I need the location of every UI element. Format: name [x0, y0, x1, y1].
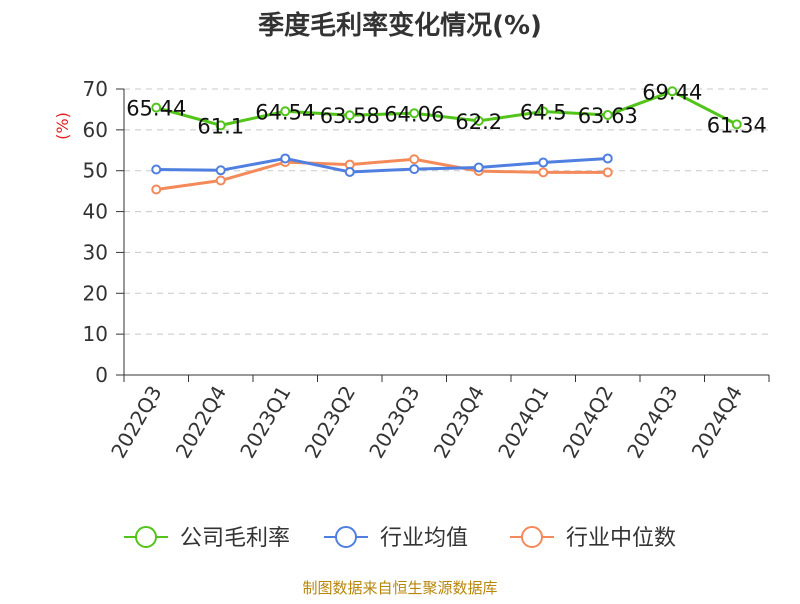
- data-point: [667, 86, 678, 97]
- data-point: [344, 110, 355, 121]
- data-point: [409, 154, 420, 165]
- data-point: [215, 165, 226, 176]
- legend-label: 行业中位数: [566, 526, 676, 551]
- data-point: [538, 167, 549, 178]
- data-label: 69.44: [642, 80, 702, 104]
- data-label: 63.63: [578, 104, 638, 128]
- legend: 公司毛利率 行业均值 行业中位数: [124, 526, 676, 551]
- data-labels: 65.44 61.1 64.54 63.58 64.06 62.2 64.5 63.6369.…: [126, 80, 767, 138]
- y-tick-label: 60: [83, 118, 108, 142]
- data-label: 64.06: [384, 102, 444, 126]
- data-label: 64.54: [255, 100, 315, 124]
- data-point: [602, 167, 613, 178]
- data-label: 63.58: [320, 104, 380, 128]
- legend-swatch-marker: [521, 526, 543, 548]
- legend-label: 行业均值: [380, 526, 468, 551]
- legend-label: 公司毛利率: [180, 526, 290, 551]
- legend-item[interactable]: 行业均值: [324, 526, 468, 551]
- series-group: [151, 86, 742, 195]
- data-point: [473, 115, 484, 126]
- data-point: [344, 166, 355, 177]
- series-line: [156, 156, 608, 174]
- data-label: 65.44: [126, 97, 186, 121]
- x-tick-label: 2023Q1: [235, 382, 295, 463]
- legend-item[interactable]: 行业中位数: [510, 526, 676, 551]
- data-point: [602, 153, 613, 164]
- chart-title: 季度毛利率变化情况(%): [258, 10, 542, 41]
- x-tick-label: 2024Q3: [622, 382, 682, 463]
- data-point: [215, 120, 226, 131]
- data-label: 62.2: [455, 110, 502, 134]
- x-tick-label: 2022Q3: [106, 382, 166, 463]
- y-tick-label: 10: [83, 322, 108, 346]
- x-tick-label: 2024Q2: [558, 382, 618, 463]
- data-point: [280, 106, 291, 117]
- data-point: [151, 102, 162, 113]
- legend-swatch-marker: [335, 526, 357, 548]
- y-tick-label: 0: [95, 363, 108, 387]
- y-axis-label: (%): [53, 112, 72, 140]
- y-tick-label: 20: [83, 281, 108, 305]
- data-label: 61.34: [707, 113, 767, 137]
- x-tick-label: 2023Q4: [429, 382, 489, 463]
- legend-item[interactable]: 公司毛利率: [124, 526, 290, 551]
- x-tick-label: 2024Q1: [493, 382, 553, 463]
- data-label: 61.1: [197, 114, 244, 138]
- x-tick-label: 2024Q4: [687, 382, 747, 463]
- data-label: 64.5: [520, 100, 567, 124]
- y-tick-label: 30: [83, 240, 108, 264]
- x-tick-label: 2022Q4: [171, 382, 231, 463]
- data-point: [538, 106, 549, 117]
- data-point: [280, 153, 291, 164]
- data-point: [602, 110, 613, 121]
- series-line: [156, 157, 608, 191]
- data-point: [409, 108, 420, 119]
- x-tick-label: 2023Q2: [300, 382, 360, 463]
- grid-lines: [124, 88, 769, 335]
- data-point: [215, 175, 226, 186]
- x-tick-label: 2023Q3: [364, 382, 424, 463]
- y-tick-label: 40: [83, 200, 108, 224]
- data-point: [731, 119, 742, 130]
- y-tick-label: 70: [83, 77, 108, 101]
- data-point: [151, 184, 162, 195]
- data-point: [538, 157, 549, 168]
- legend-swatch-marker: [135, 526, 157, 548]
- data-point: [151, 164, 162, 175]
- series-line: [155, 89, 738, 127]
- y-tick-label: 50: [83, 159, 108, 183]
- source-note: 制图数据来自恒生聚源数据库: [302, 579, 497, 597]
- data-point: [409, 164, 420, 175]
- data-point: [473, 162, 484, 173]
